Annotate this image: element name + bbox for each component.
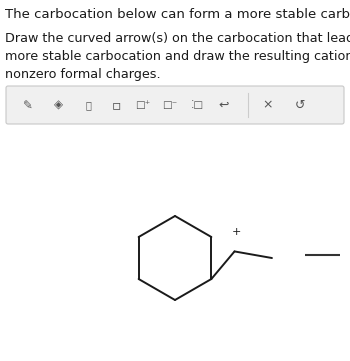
- Text: ◈: ◈: [54, 99, 63, 112]
- Text: The carbocation below can form a more stable carbocat: The carbocation below can form a more st…: [5, 8, 350, 21]
- Text: ▫: ▫: [111, 98, 121, 112]
- Text: ↺: ↺: [295, 99, 305, 112]
- Text: +: +: [232, 227, 241, 238]
- FancyBboxPatch shape: [6, 86, 344, 124]
- Text: ×: ×: [263, 99, 273, 112]
- Text: ✎: ✎: [23, 99, 33, 112]
- Text: □⁺: □⁺: [135, 100, 150, 110]
- Text: Draw the curved arrow(s) on the carbocation that leads: Draw the curved arrow(s) on the carbocat…: [5, 32, 350, 45]
- Text: ⁚□: ⁚□: [190, 100, 204, 110]
- Text: nonzero formal charges.: nonzero formal charges.: [5, 68, 161, 81]
- Text: more stable carbocation and draw the resulting cation. I: more stable carbocation and draw the res…: [5, 50, 350, 63]
- Text: ✋: ✋: [85, 100, 91, 110]
- Text: □⁻: □⁻: [162, 100, 177, 110]
- Text: ↩: ↩: [219, 99, 229, 112]
